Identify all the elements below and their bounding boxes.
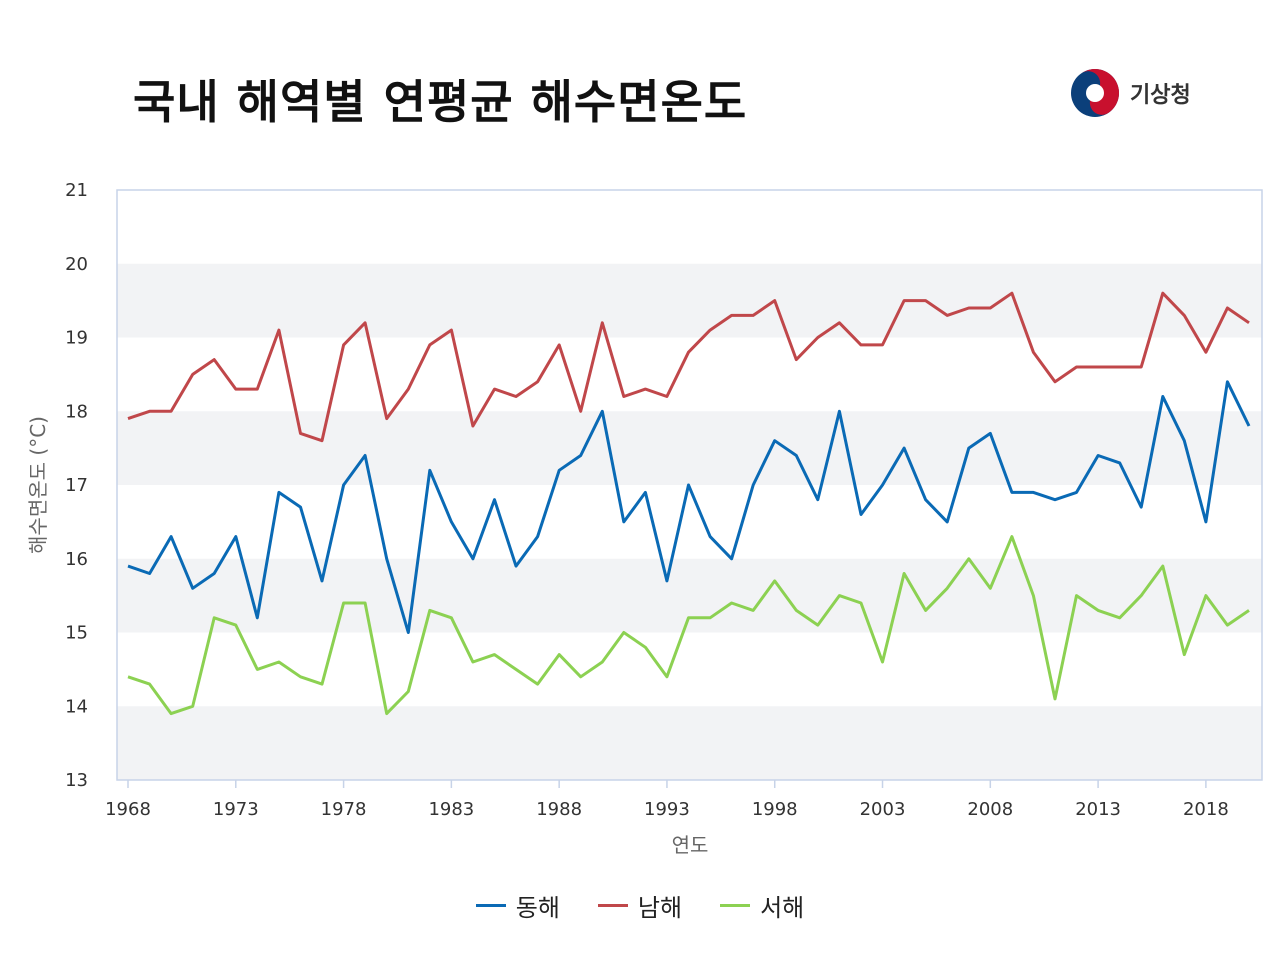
- y-tick-label: 15: [65, 623, 88, 644]
- y-tick-label: 16: [65, 549, 88, 570]
- x-tick-label: 1973: [213, 799, 259, 820]
- x-tick-label: 2008: [967, 799, 1013, 820]
- legend-item[interactable]: 서해: [720, 888, 804, 923]
- x-axis-label: 연도: [672, 833, 709, 857]
- plot-frame: [116, 189, 1263, 781]
- legend-swatch: [720, 904, 751, 907]
- series-lines: [127, 291, 1251, 716]
- taegeuk-emblem-icon: [1071, 69, 1119, 117]
- kma-logo: 기상청: [1070, 68, 1191, 118]
- y-axis-label: 해수면온도 (°C): [26, 416, 50, 554]
- y-tick-label: 20: [65, 254, 88, 275]
- legend: 동해 남해 서해: [0, 888, 1280, 923]
- x-tick-label: 1998: [752, 799, 798, 820]
- legend-item[interactable]: 남해: [597, 888, 683, 923]
- legend-item[interactable]: 동해: [475, 888, 560, 923]
- legend-swatch: [475, 904, 506, 907]
- grid-bands: [117, 263, 1262, 780]
- x-tick-label: 1983: [428, 799, 474, 820]
- grid-band: [117, 706, 1262, 780]
- y-tick-label: 17: [65, 475, 88, 496]
- grid-band: [117, 411, 1262, 485]
- x-tick-label: 2003: [860, 799, 906, 820]
- chart-title: 국내 해역별 연평균 해수면온도: [133, 75, 748, 129]
- y-tick-label: 18: [65, 401, 88, 422]
- y-axis-ticks: 13 14 15 16 17 18 19 20 21: [65, 180, 88, 791]
- x-tick-label: 2013: [1075, 799, 1121, 820]
- grid-band: [117, 558, 1262, 633]
- legend-label: 서해: [760, 894, 805, 922]
- y-tick-label: 19: [65, 328, 88, 349]
- grid-band: [117, 263, 1262, 338]
- series-line-서해: [127, 535, 1250, 716]
- y-tick-label: 14: [65, 696, 88, 717]
- x-tick-label: 1993: [644, 799, 690, 820]
- x-tick-label: 1988: [536, 799, 582, 820]
- series-line-남해: [127, 291, 1250, 443]
- x-tick-label: 1978: [321, 799, 367, 820]
- legend-label: 동해: [515, 894, 560, 922]
- legend-label: 남해: [637, 894, 683, 922]
- legend-swatch: [597, 904, 628, 907]
- x-tick-label: 1968: [105, 799, 151, 820]
- y-tick-label: 13: [65, 770, 88, 791]
- series-line-동해: [127, 380, 1251, 634]
- logo-text: 기상청: [1130, 83, 1191, 108]
- x-axis-ticks: 1968 1973 1978 1983 1988 1993 1998 2003 2008 2013…: [105, 780, 1229, 820]
- x-tick-label: 2018: [1183, 799, 1229, 820]
- y-tick-label: 21: [65, 180, 88, 201]
